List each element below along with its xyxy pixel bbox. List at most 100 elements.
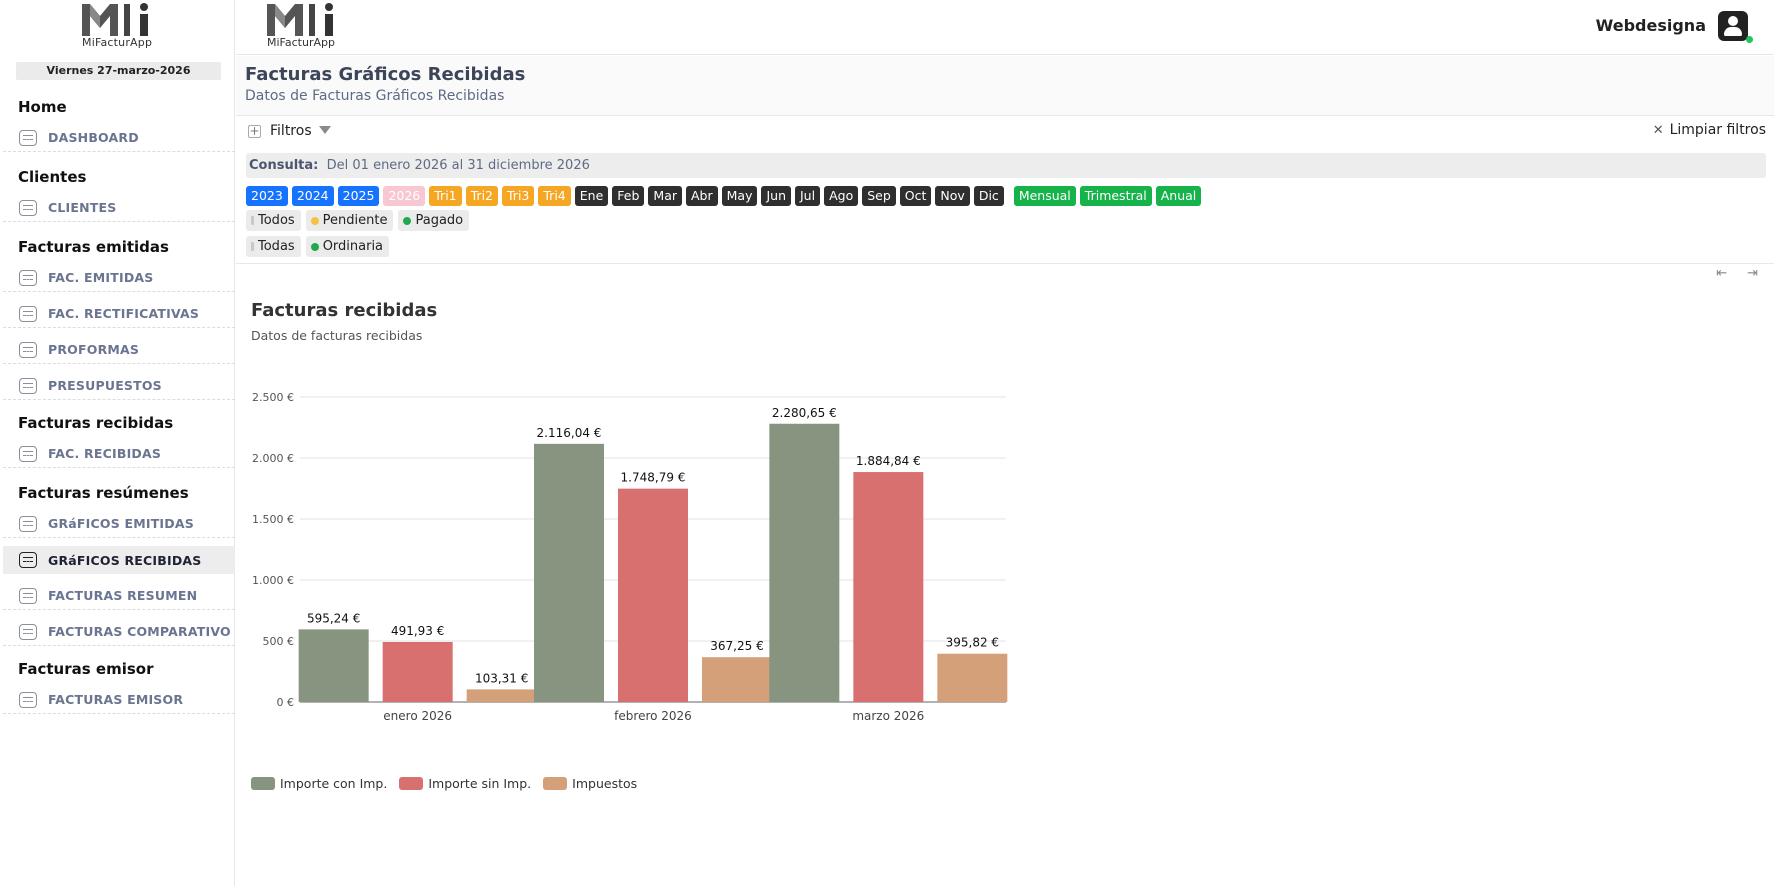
bar-chart: 0 € 500 € 1.000 € 1.500 € 2.000 € 2.500 € 595,…: [252, 391, 1008, 723]
sidebar-item-facturas-comparativo[interactable]: FACTURAS COMPARATIVO: [3, 618, 235, 646]
arrow-left-icon[interactable]: ⇤: [1716, 266, 1728, 281]
y-tick-label: 500 €: [263, 635, 295, 648]
month-chip-jul[interactable]: Jul: [795, 186, 821, 206]
sidebar-item-facturas-emisor[interactable]: FACTURAS EMISOR: [3, 686, 235, 714]
section-title-facturas-recibidas: Facturas recibidas: [18, 414, 174, 432]
status-tag-pendiente[interactable]: Pendiente: [305, 210, 394, 231]
period-chip-trimestral[interactable]: Trimestral: [1079, 186, 1152, 206]
legend-label: Impuestos: [572, 776, 638, 791]
sidebar-item-clientes[interactable]: CLIENTES: [3, 194, 235, 222]
quarter-chip-tri1[interactable]: Tri1: [429, 186, 462, 206]
year-chip-2023[interactable]: 2023: [246, 186, 288, 206]
year-chip-2024[interactable]: 2024: [291, 186, 334, 206]
sidebar-item-facturas-resumen[interactable]: FACTURAS RESUMEN: [3, 582, 235, 610]
sidebar-item-presupuestos[interactable]: PRESUPUESTOS: [3, 372, 235, 400]
sidebar-item-dashboard[interactable]: DASHBOARD: [3, 124, 235, 152]
document-icon: [19, 552, 37, 568]
type-tag-todas[interactable]: Todas: [246, 236, 301, 257]
month-chip-dic[interactable]: Dic: [973, 186, 1004, 206]
sidebar-item-label: GRáFICOS EMITIDAS: [48, 516, 194, 531]
sidebar-item-graficos-recibidas[interactable]: GRáFICOS RECIBIDAS: [3, 546, 235, 574]
y-tick-label: 2.000 €: [252, 452, 294, 465]
bar-importe-con-imp-enero-2026: [298, 629, 369, 702]
bar-impuestos-marzo-2026: [937, 653, 1008, 702]
chart-subtitle: Datos de facturas recibidas: [251, 328, 423, 343]
section-title-facturas-emisor: Facturas emisor: [18, 660, 154, 678]
chart-legend: Importe con Imp. Importe sin Imp. Impuesto…: [251, 776, 637, 791]
month-chip-jun[interactable]: Jun: [761, 186, 791, 206]
query-range: Consulta: Del 01 enero 2026 al 31 diciem…: [246, 153, 1766, 178]
status-tag-label: Pendiente: [322, 213, 388, 228]
sidebar-item-label: PROFORMAS: [48, 342, 140, 357]
year-chip-2026[interactable]: 2026: [383, 186, 426, 206]
data-label: 103,31 €: [475, 671, 528, 685]
sidebar-item-proformas[interactable]: PROFORMAS: [3, 336, 235, 364]
type-tag-ordinaria[interactable]: Ordinaria: [305, 236, 390, 257]
filter-funnel-icon: [319, 126, 331, 134]
x-tick-label: febrero 2026: [614, 709, 692, 723]
bar-importe-sin-imp-febrero-2026: [618, 488, 688, 702]
y-tick-label: 2.500 €: [252, 391, 294, 404]
app-logo[interactable]: MiFacturApp: [80, 2, 160, 52]
logo-mark-icon: [267, 3, 333, 36]
legend-label: Importe sin Imp.: [428, 776, 532, 791]
clear-filters-button[interactable]: ✕ Limpiar filtros: [1653, 122, 1766, 138]
sidebar-item-fac-emitidas[interactable]: FAC. EMITIDAS: [3, 264, 235, 292]
sidebar-item-label: FAC. EMITIDAS: [48, 270, 154, 285]
status-dot-icon: [310, 242, 319, 251]
sidebar-item-fac-rectificativas[interactable]: FAC. RECTIFICATIVAS: [3, 300, 235, 328]
arrow-right-icon[interactable]: ⇥: [1747, 266, 1758, 281]
month-chip-may[interactable]: May: [721, 186, 758, 206]
legend-item-importe-con-imp[interactable]: Importe con Imp.: [251, 776, 387, 791]
clear-filters-label: Limpiar filtros: [1669, 122, 1766, 138]
header-logo[interactable]: MiFacturApp: [265, 2, 345, 52]
status-tag-pagado[interactable]: Pagado: [398, 210, 470, 231]
bar-impuestos-febrero-2026: [702, 657, 772, 702]
sidebar-item-graficos-emitidas[interactable]: GRáFICOS EMITIDAS: [3, 510, 235, 538]
y-tick-label: 1.500 €: [252, 513, 294, 526]
document-icon: [19, 623, 37, 640]
period-chip-anual[interactable]: Anual: [1155, 186, 1202, 206]
current-date: Viernes 27-marzo-2026: [16, 62, 221, 80]
legend-item-importe-sin-imp[interactable]: Importe sin Imp.: [399, 776, 531, 791]
month-chip-ago[interactable]: Ago: [824, 186, 859, 206]
section-title-clientes: Clientes: [18, 168, 87, 186]
quarter-chip-tri3[interactable]: Tri3: [502, 186, 535, 206]
document-icon: [19, 691, 37, 708]
user-name[interactable]: Webdesigna: [1595, 16, 1706, 35]
document-icon: [19, 515, 37, 532]
document-icon: [19, 341, 37, 358]
quarter-chip-tri4[interactable]: Tri4: [538, 186, 571, 206]
quarter-chip-tri2[interactable]: Tri2: [465, 186, 498, 206]
month-chip-abr[interactable]: Abr: [686, 186, 718, 206]
month-chip-ene[interactable]: Ene: [574, 186, 609, 206]
sidebar-item-label: FACTURAS RESUMEN: [48, 588, 198, 603]
status-dot-icon: [310, 216, 319, 225]
expand-filters-icon[interactable]: +: [248, 124, 261, 138]
page-title: Facturas Gráficos Recibidas: [245, 64, 526, 85]
filters-label[interactable]: Filtros: [270, 123, 312, 139]
year-chip-2025[interactable]: 2025: [337, 186, 380, 206]
legend-swatch: [251, 777, 275, 790]
type-tag-label: Todas: [258, 239, 295, 254]
bar-importe-sin-imp-enero-2026: [382, 641, 453, 702]
month-chip-feb[interactable]: Feb: [612, 186, 645, 206]
month-chip-sep[interactable]: Sep: [862, 186, 896, 206]
month-chip-nov[interactable]: Nov: [935, 186, 970, 206]
period-chip-mensual[interactable]: Mensual: [1013, 186, 1076, 206]
divider: [236, 263, 1774, 264]
section-title-home: Home: [18, 98, 67, 116]
data-label: 1.884,84 €: [856, 454, 921, 468]
user-avatar-icon[interactable]: [1718, 11, 1753, 43]
online-status-dot: [1746, 36, 1753, 43]
sidebar-item-fac-recibidas[interactable]: FAC. RECIBIDAS: [3, 440, 235, 468]
month-chip-oct[interactable]: Oct: [899, 186, 932, 206]
type-tag-label: Ordinaria: [322, 239, 384, 254]
sidebar-item-label: DASHBOARD: [48, 130, 139, 145]
document-icon: [19, 445, 37, 462]
status-tag-todos[interactable]: Todos: [246, 210, 301, 231]
sidebar-item-label: CLIENTES: [48, 200, 117, 215]
legend-item-impuestos[interactable]: Impuestos: [543, 776, 637, 791]
document-icon: [19, 377, 37, 394]
month-chip-mar[interactable]: Mar: [648, 186, 682, 206]
